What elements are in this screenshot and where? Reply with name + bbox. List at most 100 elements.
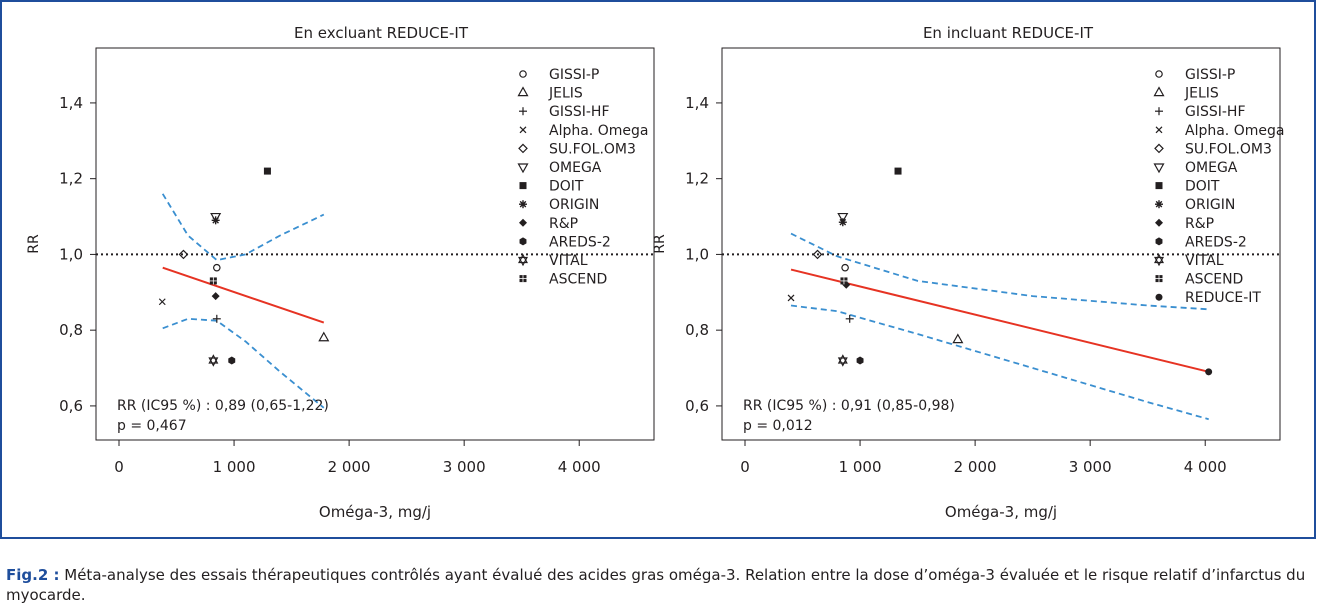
y-tick-label: 1,0: [685, 245, 709, 263]
legend-marker: [519, 182, 527, 190]
y-tick-label: 1,2: [685, 170, 709, 188]
legend-label: ASCEND: [549, 272, 607, 288]
y-axis-label: RR: [652, 234, 668, 254]
point-su-fol-om3-shape: [178, 249, 189, 260]
point-doit: [263, 167, 271, 175]
legend-marker: [1155, 182, 1163, 190]
legend-marker-shape: [519, 218, 527, 227]
legend-marker: [519, 126, 527, 134]
legend-marker: [519, 70, 527, 78]
ci-lower-line: [162, 317, 325, 409]
point-gissi-hf: [845, 314, 854, 323]
chart-title: En excluant REDUCE-IT: [294, 24, 469, 42]
point-areds-2-shape: [228, 356, 236, 365]
legend-marker-shape: [1155, 237, 1163, 246]
point-r-p: [211, 292, 220, 301]
legend-marker-shape: [1155, 218, 1163, 227]
caption-text: Méta-analyse des essais thérapeutiques c…: [6, 566, 1306, 604]
point-vital: [837, 354, 848, 367]
regression-line: [790, 268, 1209, 373]
legend-label: AREDS-2: [549, 234, 611, 250]
legend-label: GISSI-HF: [549, 104, 610, 120]
legend-label: Alpha. Omega: [1185, 123, 1284, 139]
point-vital-up: [837, 354, 848, 364]
x-axis-label: Oméga-3, mg/j: [945, 503, 1057, 521]
legend-marker-shape: [519, 182, 527, 190]
x-axis-label: Oméga-3, mg/j: [319, 503, 431, 521]
legend-label: ORIGIN: [1185, 197, 1235, 213]
legend-label: JELIS: [1184, 86, 1219, 102]
point-doit-shape: [894, 167, 902, 175]
point-ascend: [840, 277, 848, 285]
point-reduce-it-shape: [1205, 368, 1213, 376]
point-vital-down: [837, 357, 848, 367]
point-gissi-p-shape: [841, 263, 849, 272]
stats-text: RR (IC95 %) : 0,89 (0,65-1,22): [117, 398, 329, 414]
point-jelis-shape: [318, 331, 330, 342]
legend-marker-shape: [1155, 293, 1163, 301]
legend-marker-up: [1154, 253, 1164, 264]
point-gissi-p: [213, 263, 221, 272]
point-reduce-it: [1205, 368, 1213, 376]
stats-text: RR (IC95 %) : 0,91 (0,85-0,98): [743, 398, 955, 414]
legend-marker: [1155, 237, 1163, 246]
point-areds-2: [228, 356, 236, 365]
x-tick-label: 4 000: [558, 458, 601, 476]
point-origin-ray: [839, 218, 847, 226]
legend-marker-shape: [1155, 182, 1163, 190]
legend-marker: [1154, 253, 1164, 267]
point-vital: [208, 354, 219, 367]
legend-label: DOIT: [549, 179, 584, 195]
legend-marker: [1155, 218, 1163, 227]
legend-marker: [1155, 275, 1163, 283]
legend-label: VITAL: [549, 253, 588, 269]
legend-label: SU.FOL.OM3: [549, 141, 636, 157]
legend-marker-shape: [517, 86, 529, 97]
legend-label: GISSI-P: [549, 67, 599, 83]
legend-label: DOIT: [1185, 179, 1220, 195]
point-gissi-p-shape: [213, 263, 221, 272]
point-alpha-omega: [787, 294, 795, 302]
y-axis-label: RR: [26, 234, 42, 254]
ci-upper-line: [790, 232, 1209, 311]
legend-label: SU.FOL.OM3: [1185, 141, 1272, 157]
legend-label: R&P: [1185, 216, 1214, 232]
legend-marker-shape: [1154, 143, 1164, 154]
legend-marker: [1155, 107, 1163, 116]
legend-label: Alpha. Omega: [549, 123, 648, 139]
y-tick-label: 1,2: [59, 170, 83, 188]
chart-panel-2: En incluant REDUCE-IT 0,6 0,8 1,0 1,2 1,4 0 1 0…: [652, 24, 1284, 521]
legend-marker: [519, 107, 527, 116]
legend-label: JELIS: [548, 86, 583, 102]
point-origin-ray: [212, 217, 219, 224]
point-alpha-omega: [158, 298, 166, 306]
point-su-fol-om3-shape: [812, 249, 823, 260]
point-areds-2-shape: [856, 356, 864, 365]
legend-marker: [1153, 163, 1165, 174]
legend-marker-shape: [1153, 86, 1165, 97]
legend-marker: [1153, 86, 1165, 97]
figure-frame: [0, 0, 1316, 539]
legend-marker: [519, 200, 527, 209]
legend-marker: [1155, 70, 1163, 78]
x-tick-label: 0: [740, 458, 750, 476]
point-omega: [837, 212, 849, 223]
x-tick-label: 4 000: [1184, 458, 1227, 476]
point-jelis: [318, 331, 330, 342]
legend-marker-shape: [517, 163, 529, 174]
point-origin: [838, 218, 847, 227]
legend-label: GISSI-P: [1185, 67, 1235, 83]
point-gissi-hf: [212, 314, 221, 323]
legend-label: GISSI-HF: [1185, 104, 1246, 120]
x-tick-label: 1 000: [839, 458, 882, 476]
figure-caption: Fig.2 : Méta-analyse des essais thérapeu…: [6, 565, 1311, 605]
legend-marker-b: [519, 126, 527, 134]
legend-marker-shape: [518, 143, 528, 154]
legend-marker-ray: [1155, 200, 1163, 208]
legend-marker: [1155, 126, 1163, 134]
legend-marker-ray: [519, 200, 527, 208]
legend-label: REDUCE-IT: [1185, 290, 1261, 306]
point-vital-up: [208, 354, 219, 364]
legend-marker: [1154, 143, 1164, 154]
legend-marker-down: [518, 256, 528, 267]
